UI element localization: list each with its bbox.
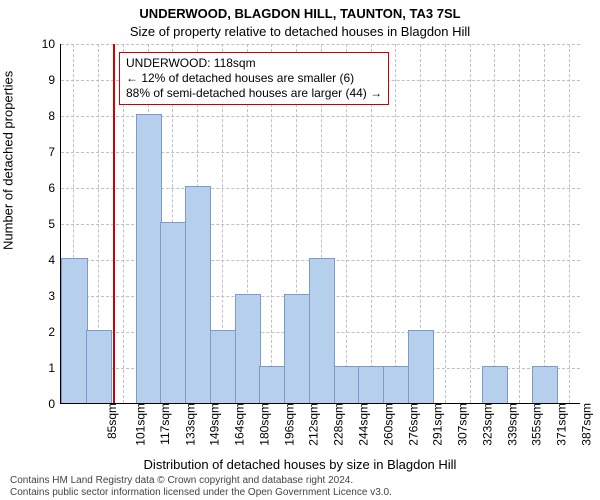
footer-line2: Contains public sector information licen… [10, 487, 392, 498]
x-tick: 101sqm [131, 403, 147, 446]
reference-line [113, 44, 115, 403]
x-tick: 117sqm [156, 403, 172, 445]
histogram-bar [383, 366, 409, 403]
histogram-bar [185, 186, 211, 403]
chart-title-line2: Size of property relative to detached ho… [0, 24, 600, 39]
x-tick: 260sqm [379, 403, 395, 446]
x-tick: 291sqm [429, 403, 445, 446]
gridline-v [445, 44, 446, 403]
y-tick: 9 [48, 73, 61, 87]
x-tick: 307sqm [453, 403, 469, 446]
histogram-bar [235, 294, 261, 403]
x-tick: 196sqm [280, 403, 296, 446]
x-tick: 355sqm [528, 403, 544, 446]
annotation-line: UNDERWOOD: 118sqm [126, 56, 382, 71]
gridline-v [494, 44, 495, 403]
x-tick: 339sqm [503, 403, 519, 446]
plot-area: 01234567891085sqm101sqm117sqm133sqm149sq… [60, 44, 580, 404]
annotation-box: UNDERWOOD: 118sqm← 12% of detached house… [119, 52, 389, 105]
y-axis-label: Number of detached properties [1, 71, 16, 250]
histogram-bar [210, 330, 236, 403]
histogram-bar [532, 366, 558, 403]
y-tick: 2 [48, 325, 61, 339]
histogram-bar [136, 114, 162, 403]
y-tick: 10 [42, 37, 61, 51]
gridline-v [395, 44, 396, 403]
chart-title-line1: UNDERWOOD, BLAGDON HILL, TAUNTON, TA3 7S… [0, 6, 600, 21]
y-tick: 4 [48, 253, 61, 267]
histogram-bar [61, 258, 87, 403]
chart-container: UNDERWOOD, BLAGDON HILL, TAUNTON, TA3 7S… [0, 0, 600, 500]
x-axis-label: Distribution of detached houses by size … [0, 457, 600, 472]
y-tick: 8 [48, 109, 61, 123]
x-tick: 149sqm [206, 403, 222, 446]
x-tick: 228sqm [330, 403, 346, 446]
y-tick: 7 [48, 145, 61, 159]
gridline-v [519, 44, 520, 403]
histogram-bar [86, 330, 112, 403]
x-tick: 180sqm [255, 403, 271, 446]
histogram-bar [160, 222, 186, 403]
gridline-v [470, 44, 471, 403]
y-tick: 5 [48, 217, 61, 231]
histogram-bar [334, 366, 360, 403]
x-tick: 323sqm [478, 403, 494, 446]
y-tick: 0 [48, 397, 61, 411]
plot-frame: 01234567891085sqm101sqm117sqm133sqm149sq… [60, 44, 580, 404]
x-tick: 387sqm [577, 403, 593, 446]
histogram-bar [259, 366, 285, 403]
y-tick: 6 [48, 181, 61, 195]
histogram-bar [309, 258, 335, 403]
y-tick: 1 [48, 361, 61, 375]
x-tick: 85sqm [103, 403, 119, 439]
x-tick: 212sqm [305, 403, 321, 446]
histogram-bar [482, 366, 508, 403]
gridline-v [569, 44, 570, 403]
histogram-bar [284, 294, 310, 403]
x-tick: 133sqm [181, 403, 197, 446]
x-tick: 371sqm [552, 403, 568, 446]
y-tick: 3 [48, 289, 61, 303]
gridline-v [544, 44, 545, 403]
histogram-bar [358, 366, 384, 403]
histogram-bar [408, 330, 434, 403]
x-tick: 276sqm [404, 403, 420, 446]
annotation-line: ← 12% of detached houses are smaller (6) [126, 71, 382, 86]
x-tick: 244sqm [354, 403, 370, 446]
footer-line1: Contains HM Land Registry data © Crown c… [10, 475, 353, 486]
annotation-line: 88% of semi-detached houses are larger (… [126, 86, 382, 101]
x-tick: 164sqm [231, 403, 247, 446]
